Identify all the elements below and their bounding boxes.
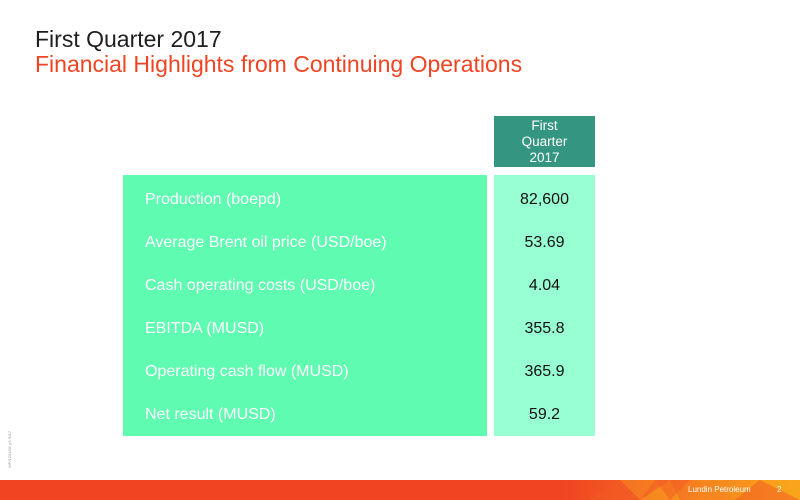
brand-name: Lundin Petroleum [688,485,751,494]
footer-bar [0,480,800,500]
column-header: First Quarter 2017 [494,116,595,167]
metrics-value-panel: 82,600 53.69 4.04 355.8 365.9 59.2 [494,175,595,436]
slide-title: First Quarter 2017 [35,26,222,52]
row-value-cash-operating-costs: 4.04 [528,277,561,294]
row-value-brent-price: 53.69 [524,234,565,251]
row-value-production: 82,600 [520,191,569,208]
page-number: 2 [777,485,782,494]
metrics-label-panel: Production (boepd) Average Brent oil pri… [123,175,487,436]
row-value-operating-cash-flow: 365.9 [524,363,565,380]
row-label-brent-price: Average Brent oil price (USD/boe) [145,234,387,251]
slide-subtitle: Financial Highlights from Continuing Ope… [35,51,523,77]
column-header-label: First Quarter 2017 [521,117,568,165]
row-label-operating-cash-flow: Operating cash flow (MUSD) [145,363,349,380]
footer-pattern-icon [590,480,800,500]
document-id: WP/1201/01 p9 IN17 [7,430,12,468]
row-label-cash-operating-costs: Cash operating costs (USD/boe) [145,277,376,294]
row-label-net-result: Net result (MUSD) [145,406,276,423]
row-label-ebitda: EBITDA (MUSD) [145,320,265,337]
row-label-production: Production (boepd) [145,191,282,208]
row-value-ebitda: 355.8 [524,320,565,337]
row-value-net-result: 59.2 [528,406,561,423]
